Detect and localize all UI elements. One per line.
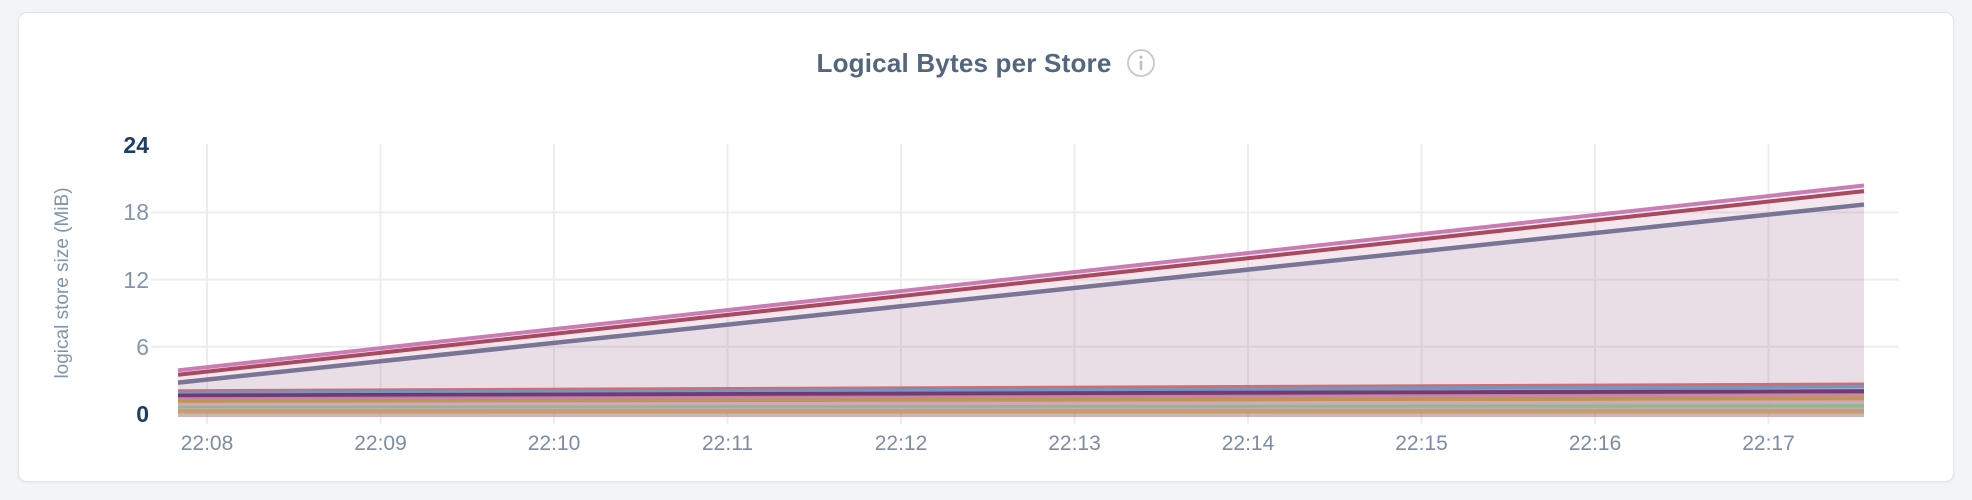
series-line-store-7 xyxy=(177,393,1865,401)
y-tick-label: 6 xyxy=(136,333,149,360)
x-tick-label: 22:10 xyxy=(527,432,581,455)
series-line-store-5 xyxy=(177,384,1865,395)
x-tick-label: 22:13 xyxy=(1048,432,1101,455)
series-line-store-8 xyxy=(177,396,1865,404)
series-line-store-4 xyxy=(177,382,1865,392)
x-tick-label: 22:12 xyxy=(874,432,928,455)
chart-header: Logical Bytes per Store xyxy=(19,43,1953,83)
x-tick-label: 22:09 xyxy=(354,432,407,455)
x-tick-label: 22:11 xyxy=(702,432,753,455)
x-tick-label: 22:17 xyxy=(1742,432,1795,455)
chart-plot[interactable] xyxy=(151,144,1899,424)
series-line-store-2 xyxy=(177,189,1865,377)
y-tick-label: 24 xyxy=(123,132,149,159)
y-tick-label: 18 xyxy=(123,199,149,226)
y-tick-label: 12 xyxy=(123,266,149,293)
x-tick-label: 22:14 xyxy=(1221,432,1275,455)
series-line-store-9 xyxy=(177,400,1865,407)
x-tick-label: 22:08 xyxy=(180,432,234,455)
chart-card: Logical Bytes per Store logical store si… xyxy=(18,12,1954,482)
x-tick-label: 22:15 xyxy=(1395,432,1448,455)
info-icon[interactable] xyxy=(1126,48,1156,78)
x-tick-label: 22:16 xyxy=(1568,432,1622,455)
series-line-store-3 xyxy=(177,202,1865,385)
series-line-store-1 xyxy=(177,183,1865,373)
chart-title: Logical Bytes per Store xyxy=(816,47,1112,78)
series-area-store-1 xyxy=(178,185,1864,417)
y-tick-label: 0 xyxy=(136,401,149,427)
series-area-store-3 xyxy=(178,204,1864,417)
series-line-store-10 xyxy=(177,404,1865,410)
series-line-store-6 xyxy=(177,389,1865,399)
